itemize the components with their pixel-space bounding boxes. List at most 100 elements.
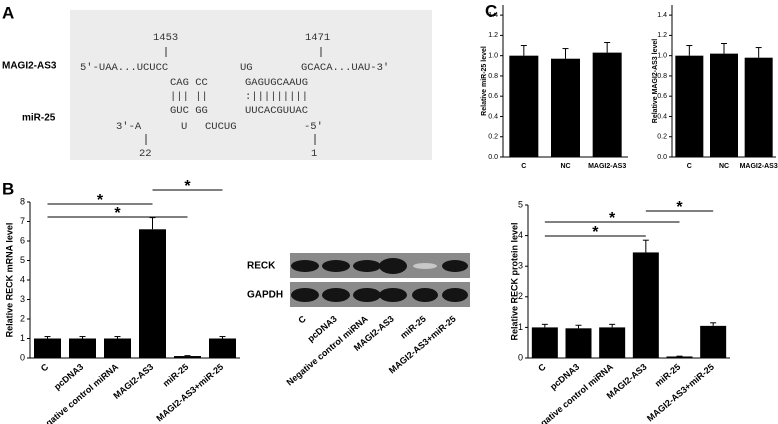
y-tick-label: 0 bbox=[518, 352, 523, 362]
y-axis-label: Relative RECK protein level bbox=[509, 222, 519, 340]
bar bbox=[209, 338, 236, 358]
mirna-label: miR-25 bbox=[22, 113, 56, 124]
x-tick-label: C bbox=[536, 361, 548, 373]
position-ticks bbox=[145, 47, 322, 145]
y-tick-label: 0.2 bbox=[488, 134, 498, 141]
bar bbox=[632, 252, 659, 358]
band-label: RECK bbox=[247, 261, 276, 272]
position: 1453 bbox=[153, 32, 178, 44]
bar bbox=[509, 55, 539, 157]
sequence: 3'-A bbox=[116, 121, 142, 133]
y-tick-label: 0.8 bbox=[488, 73, 498, 80]
bar bbox=[744, 57, 773, 158]
bar bbox=[599, 327, 626, 358]
y-tick-label: 4 bbox=[20, 274, 25, 284]
y-tick-label: 7 bbox=[20, 216, 25, 226]
significance-label: * bbox=[97, 192, 104, 209]
x-tick-label: MAGI2-AS3 bbox=[740, 163, 778, 170]
significance-label: * bbox=[592, 224, 599, 241]
y-tick-label: 5 bbox=[20, 255, 25, 265]
sequence: UUCACGUUAC bbox=[245, 105, 308, 117]
x-tick-label: C bbox=[521, 163, 526, 170]
sequence: U bbox=[181, 121, 187, 133]
y-tick-label: 1 bbox=[20, 333, 25, 343]
sequence: CUCUG bbox=[205, 121, 237, 133]
y-tick-label: 8 bbox=[20, 196, 25, 206]
x-tick-label: NC bbox=[560, 163, 570, 170]
gel: RECK GAPDH bbox=[247, 253, 470, 307]
y-tick-label: 1.0 bbox=[488, 53, 498, 60]
y-tick-label: 0.0 bbox=[488, 154, 498, 161]
lane-label: C bbox=[296, 313, 308, 325]
sequence: UG bbox=[240, 62, 253, 74]
y-tick-label: 0.0 bbox=[657, 154, 667, 161]
bar bbox=[565, 328, 592, 358]
pairing: ||| || bbox=[170, 91, 208, 103]
y-axis-label: Relative miR-25 level bbox=[481, 46, 488, 116]
x-tick-label: MAGI2-AS3+miR-25 bbox=[645, 362, 716, 424]
bar bbox=[700, 325, 727, 358]
y-tick-label: 3 bbox=[20, 294, 25, 304]
bar bbox=[675, 55, 704, 157]
bar bbox=[710, 53, 738, 157]
y-tick-label: 1.2 bbox=[657, 32, 667, 39]
x-tick-label: pcDNA3 bbox=[548, 362, 581, 392]
sequence: GAGUGCAAUG bbox=[245, 77, 308, 89]
bar bbox=[592, 52, 622, 158]
bar bbox=[34, 338, 61, 358]
position: 1471 bbox=[305, 32, 330, 44]
y-axis-label: Relative RECK mRNA level bbox=[4, 223, 14, 338]
y-tick-label: 6 bbox=[20, 235, 25, 245]
y-tick-label: 0.6 bbox=[488, 93, 498, 100]
y-tick-label: 0.4 bbox=[657, 113, 667, 120]
bar bbox=[69, 338, 96, 358]
x-tick-label: miR-25 bbox=[653, 362, 682, 389]
panel-label: A bbox=[2, 3, 14, 22]
significance-label: * bbox=[609, 210, 616, 227]
y-tick-label: 0.4 bbox=[488, 113, 498, 120]
x-tick-label: MAGI2-AS3 bbox=[588, 163, 626, 170]
x-tick-label: C bbox=[687, 163, 692, 170]
bar bbox=[104, 338, 131, 358]
significance-label: * bbox=[114, 205, 121, 222]
panel-label: B bbox=[2, 179, 14, 198]
significance-label: * bbox=[676, 199, 683, 216]
panel-label: C bbox=[485, 1, 497, 20]
y-tick-label: 1.2 bbox=[488, 32, 498, 39]
position: 22 bbox=[139, 148, 152, 160]
y-tick-label: 0 bbox=[20, 352, 25, 362]
y-tick-label: 5 bbox=[518, 199, 523, 209]
x-tick-label: NC bbox=[719, 163, 729, 170]
bar bbox=[551, 58, 580, 157]
mrna-label: MAGI2-AS3 bbox=[2, 61, 57, 72]
position: 1 bbox=[311, 148, 317, 160]
y-tick-label: 0.2 bbox=[657, 134, 667, 141]
pairing: :||||||||| bbox=[245, 91, 308, 103]
x-tick-label: pcDNA3 bbox=[52, 362, 85, 392]
bar bbox=[666, 356, 693, 358]
y-tick-label: 2 bbox=[20, 313, 25, 323]
significance-label: * bbox=[184, 178, 191, 195]
x-tick-label: miR-25 bbox=[161, 362, 190, 389]
y-tick-label: 3 bbox=[518, 261, 523, 271]
y-tick-label: 0.8 bbox=[657, 73, 667, 80]
band-label: GAPDH bbox=[247, 290, 283, 301]
y-tick-label: 1.0 bbox=[657, 53, 667, 60]
bar bbox=[139, 229, 166, 358]
x-tick-label: MAGI2-AS3+miR-25 bbox=[154, 362, 225, 424]
y-axis-label: Relative MAGI2-AS3 level bbox=[652, 39, 659, 123]
y-tick-label: 2 bbox=[518, 291, 523, 301]
sequence: GUC GG bbox=[170, 105, 208, 117]
x-tick-label: C bbox=[39, 361, 51, 373]
y-tick-label: 0.6 bbox=[657, 93, 667, 100]
sequence: GCACA...UAU-3' bbox=[301, 62, 389, 74]
bar bbox=[531, 327, 558, 358]
y-tick-label: 1.4 bbox=[657, 12, 667, 19]
y-tick-label: 1.4 bbox=[488, 12, 498, 19]
alignment-box bbox=[70, 10, 432, 160]
sequence: -5' bbox=[304, 121, 323, 133]
sequence: 5'-UAA...UCUCC bbox=[80, 62, 168, 74]
y-tick-label: 1 bbox=[518, 322, 523, 332]
sequence: CAG CC bbox=[170, 77, 208, 89]
